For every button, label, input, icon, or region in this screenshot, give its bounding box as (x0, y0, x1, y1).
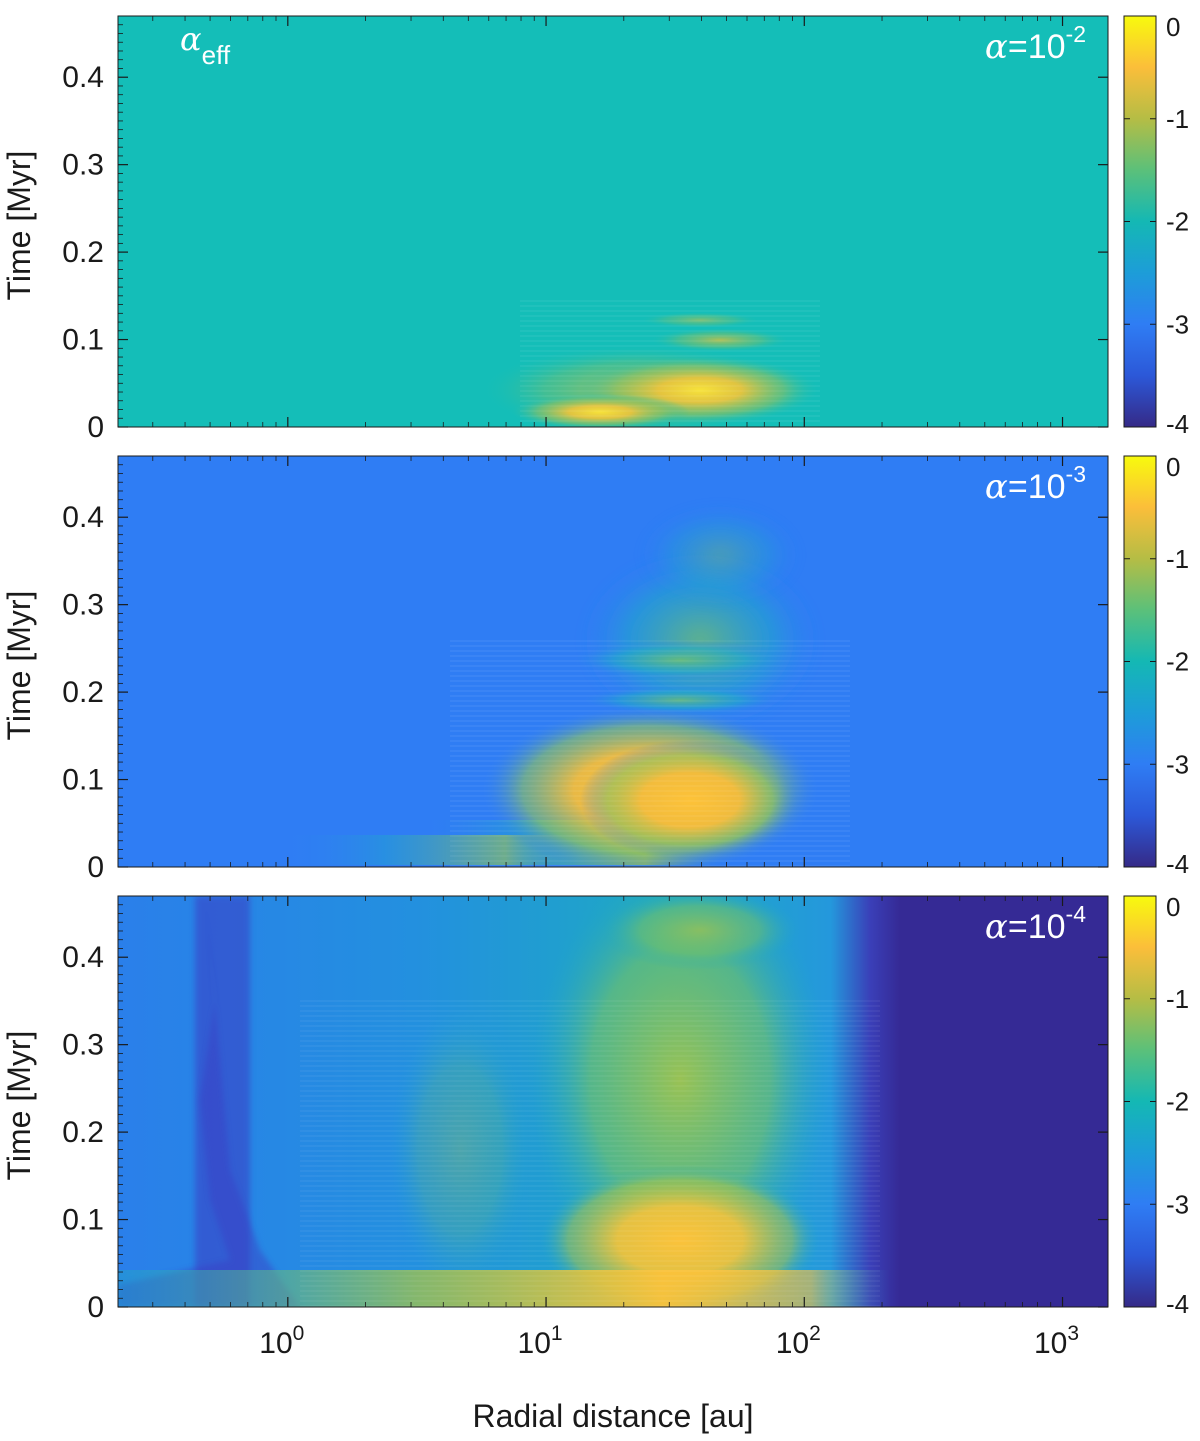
y-tick-label: 0 (87, 411, 104, 444)
axes-ticks (118, 16, 1108, 1308)
panel-alpha-1e-4 (118, 896, 1108, 1307)
axes-frames (117, 15, 1109, 1308)
y-tick-label: 0.4 (62, 501, 104, 534)
colorbar-tick-label: -1 (1166, 544, 1189, 574)
colorbar-tick-label: -1 (1166, 984, 1189, 1014)
y-tick-label: 0.1 (62, 764, 104, 797)
y-tick-label: 0.4 (62, 61, 104, 94)
y-tick-label: 0.2 (62, 676, 104, 709)
heatmap-image (118, 896, 1108, 1307)
x-tick-label: 102 (776, 1322, 821, 1360)
y-tick-label: 0.1 (62, 324, 104, 357)
panel-alpha-1e-3 (118, 456, 1108, 867)
y-tick-label: 0.2 (62, 236, 104, 269)
colorbar-tick-label: -3 (1166, 749, 1189, 779)
y-axis-label: Time [Myr] (1, 151, 37, 301)
text-labels: 0 0.1 0.2 0.3 0.4 Time [Myr] α=10-2 αeff 0 -1 -2 -3… (1, 12, 1189, 1434)
y-tick-label: 0.3 (62, 589, 104, 622)
y-tick-label: 0 (87, 1291, 104, 1324)
plot-frame (117, 15, 1109, 428)
alpha-annotation: α=10-3 (985, 461, 1086, 507)
colorbar-tick-label: 0 (1166, 12, 1180, 42)
plot-frame (117, 455, 1109, 868)
colorbar-tick-label: -3 (1166, 1189, 1189, 1219)
plot-frame (117, 895, 1109, 1308)
colorbar-tick-label: -4 (1166, 409, 1189, 439)
heatmap-image (118, 16, 1108, 427)
colorbar-tick-label: 0 (1166, 892, 1180, 922)
y-axis-label: Time [Myr] (1, 1031, 37, 1181)
x-axis-label: Radial distance [au] (472, 1398, 753, 1434)
y-tick-label: 0 (87, 851, 104, 884)
colorbar-tick-label: -3 (1166, 309, 1189, 339)
colorbar-tick-label: -2 (1166, 1087, 1189, 1117)
y-tick-label: 0.3 (62, 1029, 104, 1062)
colorbar-tick-label: -4 (1166, 849, 1189, 879)
colorbar-tick-label: 0 (1166, 452, 1180, 482)
alpha-eff-label: αeff (180, 20, 231, 70)
colorbar-tick-label: -2 (1166, 647, 1189, 677)
y-tick-label: 0.3 (62, 149, 104, 182)
y-tick-label: 0.2 (62, 1116, 104, 1149)
alpha-annotation: α=10-2 (985, 21, 1086, 67)
y-tick-label: 0.4 (62, 941, 104, 974)
y-axis-label: Time [Myr] (1, 591, 37, 741)
x-tick-label: 101 (518, 1322, 563, 1360)
colorbar-tick-label: -2 (1166, 207, 1189, 237)
x-tick-label: 100 (259, 1322, 304, 1360)
colorbars (1123, 15, 1157, 1308)
alpha-annotation: α=10-4 (985, 901, 1086, 947)
x-tick-label: 103 (1034, 1322, 1079, 1360)
heatmap-image (118, 456, 1108, 867)
colorbar-tick-label: -1 (1166, 104, 1189, 134)
panel-alpha-1e-2 (118, 16, 1108, 427)
y-tick-label: 0.1 (62, 1204, 104, 1237)
colorbar-tick-label: -4 (1166, 1289, 1189, 1319)
